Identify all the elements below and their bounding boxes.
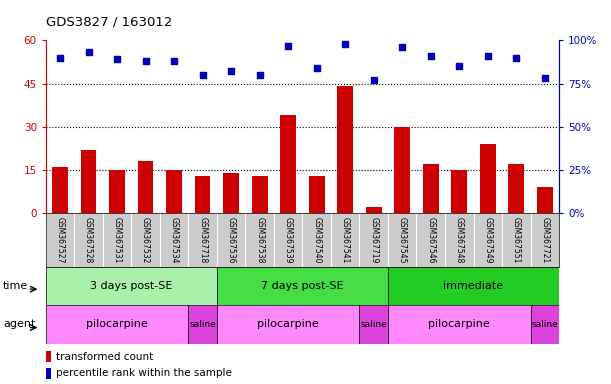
- Bar: [366, 207, 381, 213]
- Bar: [480, 144, 496, 213]
- Text: GSM367534: GSM367534: [170, 217, 178, 264]
- Text: 7 days post-SE: 7 days post-SE: [261, 281, 344, 291]
- Bar: [224, 173, 239, 213]
- Point: [426, 53, 436, 59]
- Bar: [359, 305, 388, 344]
- Bar: [217, 267, 388, 305]
- Bar: [109, 170, 125, 213]
- Bar: [537, 187, 552, 213]
- Bar: [46, 305, 188, 344]
- Bar: [530, 305, 559, 344]
- Point: [340, 41, 350, 47]
- Text: pilocarpine: pilocarpine: [257, 319, 319, 329]
- Text: GSM367549: GSM367549: [483, 217, 492, 264]
- Bar: [388, 305, 530, 344]
- Point: [84, 50, 93, 56]
- Point: [112, 56, 122, 62]
- Text: GSM367531: GSM367531: [112, 217, 122, 264]
- Bar: [280, 115, 296, 213]
- Bar: [138, 161, 153, 213]
- Point: [226, 68, 236, 74]
- Text: percentile rank within the sample: percentile rank within the sample: [56, 368, 232, 378]
- Text: GSM367718: GSM367718: [198, 217, 207, 264]
- Text: GSM367546: GSM367546: [426, 217, 435, 264]
- Bar: [395, 127, 410, 213]
- Text: GSM367719: GSM367719: [369, 217, 378, 264]
- Bar: [195, 176, 210, 213]
- Bar: [81, 150, 97, 213]
- Point: [397, 44, 407, 50]
- Bar: [309, 176, 324, 213]
- Bar: [46, 367, 51, 379]
- Bar: [52, 167, 68, 213]
- Bar: [337, 86, 353, 213]
- Point: [169, 58, 179, 64]
- Text: transformed count: transformed count: [56, 351, 153, 361]
- Point: [455, 63, 464, 70]
- Point: [198, 72, 208, 78]
- Text: GSM367551: GSM367551: [512, 217, 521, 264]
- Point: [55, 55, 65, 61]
- Text: GSM367548: GSM367548: [455, 217, 464, 264]
- Text: 3 days post-SE: 3 days post-SE: [90, 281, 172, 291]
- Bar: [388, 267, 559, 305]
- Point: [141, 58, 150, 64]
- Point: [284, 43, 293, 49]
- Point: [540, 75, 550, 81]
- Bar: [252, 176, 268, 213]
- Bar: [452, 170, 467, 213]
- Point: [483, 53, 492, 59]
- Text: time: time: [3, 281, 28, 291]
- Text: agent: agent: [3, 319, 35, 329]
- Text: pilocarpine: pilocarpine: [428, 319, 490, 329]
- Text: saline: saline: [532, 320, 558, 329]
- Text: GSM367527: GSM367527: [56, 217, 65, 264]
- Text: GDS3827 / 163012: GDS3827 / 163012: [46, 15, 172, 28]
- Text: GSM367545: GSM367545: [398, 217, 407, 264]
- Text: GSM367532: GSM367532: [141, 217, 150, 264]
- Point: [255, 72, 265, 78]
- Text: GSM367538: GSM367538: [255, 217, 264, 264]
- Text: saline: saline: [360, 320, 387, 329]
- Point: [511, 55, 521, 61]
- Text: immediate: immediate: [444, 281, 503, 291]
- Text: GSM367536: GSM367536: [227, 217, 236, 264]
- Point: [312, 65, 321, 71]
- Text: pilocarpine: pilocarpine: [86, 319, 148, 329]
- Text: saline: saline: [189, 320, 216, 329]
- Bar: [508, 164, 524, 213]
- Text: GSM367540: GSM367540: [312, 217, 321, 264]
- Text: GSM367541: GSM367541: [341, 217, 349, 264]
- Text: GSM367528: GSM367528: [84, 217, 93, 264]
- Bar: [188, 305, 217, 344]
- Bar: [46, 351, 51, 362]
- Point: [369, 77, 379, 83]
- Bar: [423, 164, 439, 213]
- Bar: [166, 170, 182, 213]
- Text: GSM367721: GSM367721: [540, 217, 549, 264]
- Bar: [46, 267, 217, 305]
- Bar: [217, 305, 359, 344]
- Text: GSM367539: GSM367539: [284, 217, 293, 264]
